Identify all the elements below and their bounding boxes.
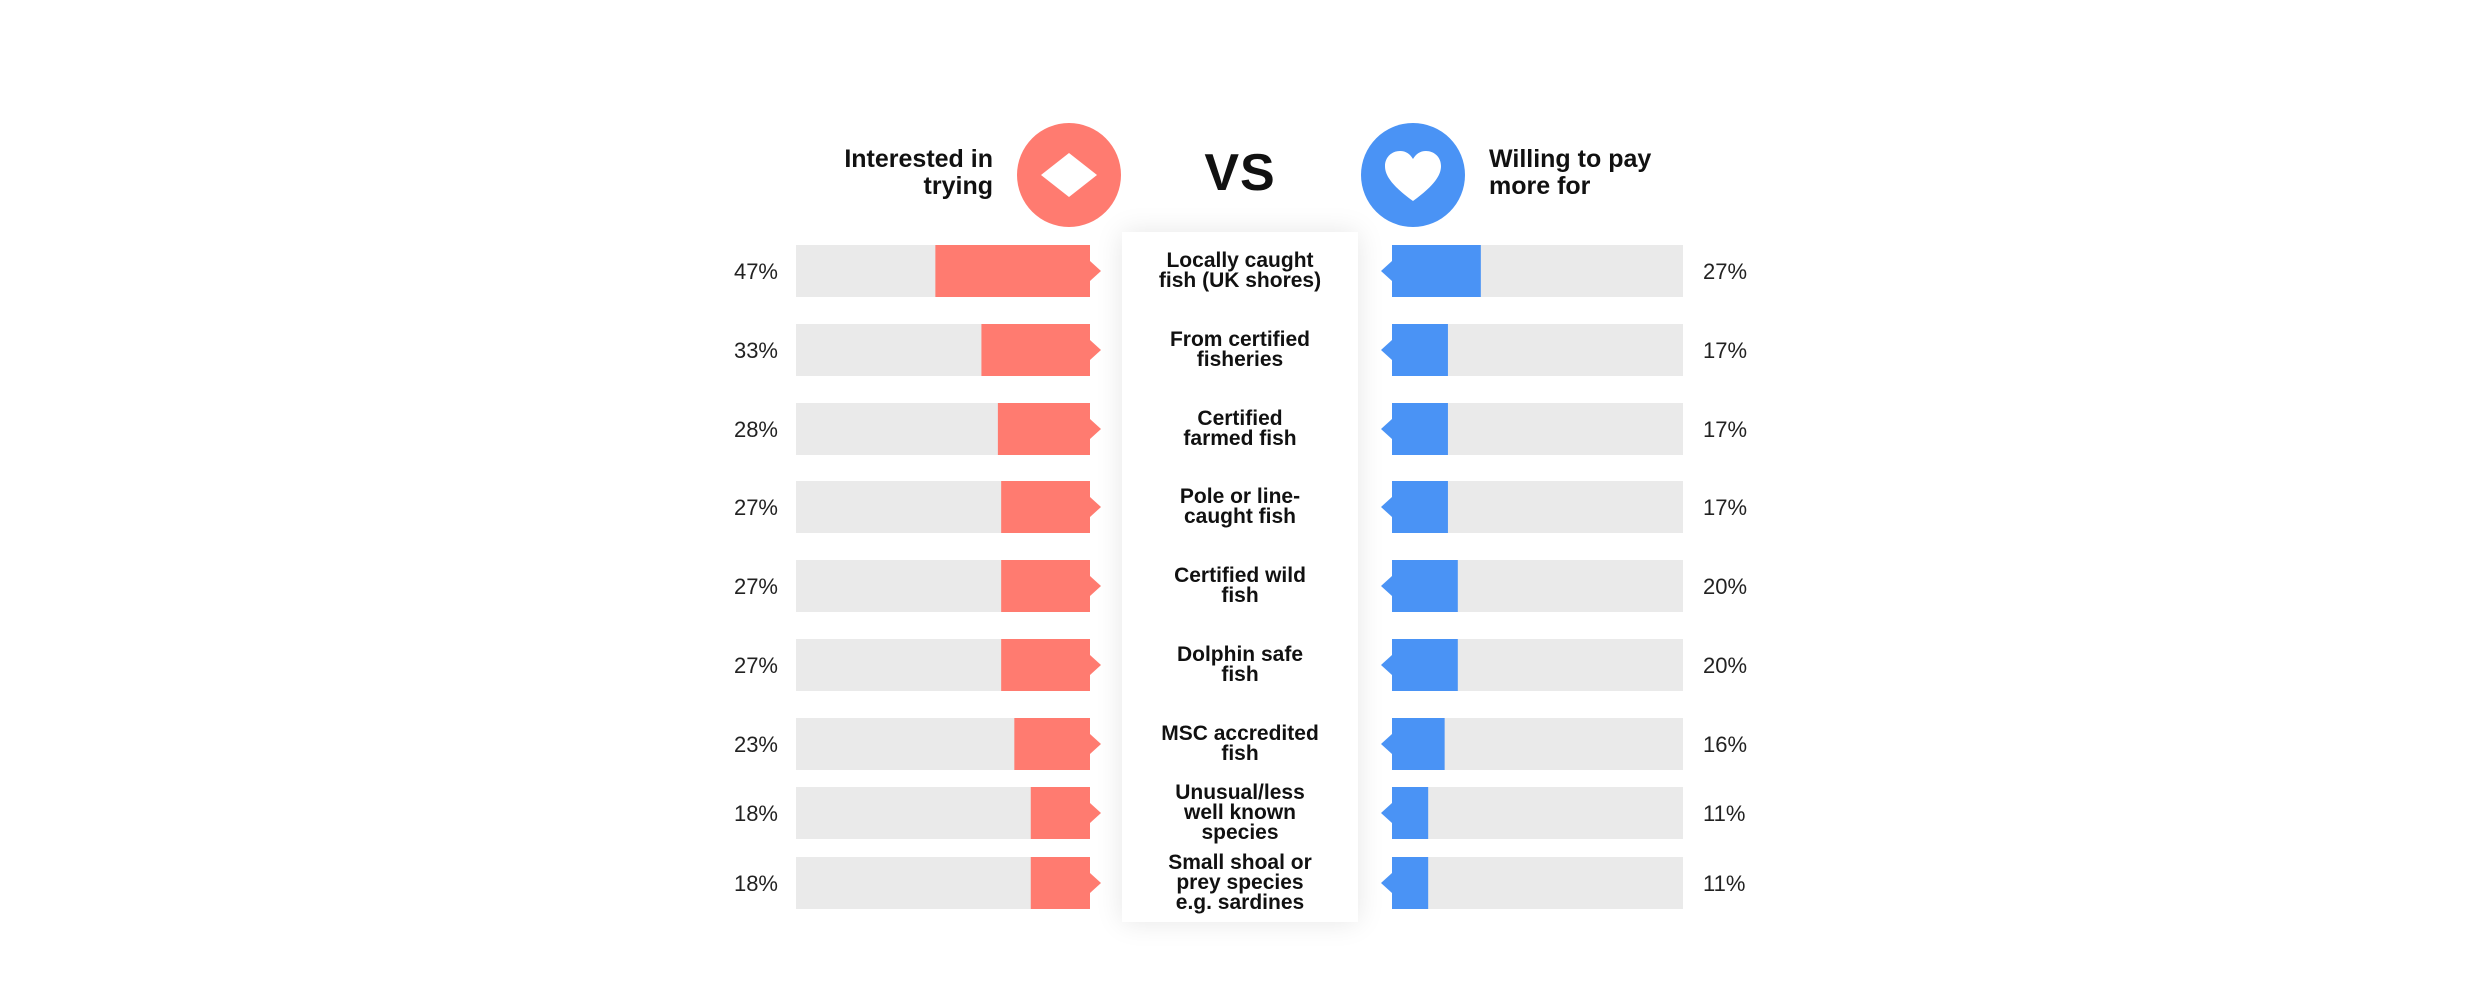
left-bar xyxy=(1001,481,1090,533)
left-value-label: 28% xyxy=(734,417,778,442)
left-value-label: 27% xyxy=(734,653,778,678)
left-bar xyxy=(1001,560,1090,612)
left-bar-pointer xyxy=(1090,340,1101,360)
left-bar xyxy=(1030,787,1090,839)
diamond-icon xyxy=(1041,153,1097,197)
left-bar-pointer xyxy=(1090,734,1101,754)
right-bar xyxy=(1392,718,1445,770)
right-bar xyxy=(1392,324,1448,376)
left-value-label: 33% xyxy=(734,338,778,363)
left-bar-pointer xyxy=(1090,576,1101,596)
right-value-label: 20% xyxy=(1703,574,1747,599)
left-value-label: 27% xyxy=(734,495,778,520)
left-bar xyxy=(1030,857,1090,909)
left-value-label: 47% xyxy=(734,259,778,284)
category-label: Dolphin safe fish xyxy=(1176,643,1303,686)
left-bar xyxy=(1001,639,1090,691)
left-bar-pointer xyxy=(1090,261,1101,281)
heart-icon xyxy=(1385,151,1441,201)
right-value-label: 16% xyxy=(1703,732,1747,757)
right-bar xyxy=(1392,857,1429,909)
right-bar-pointer xyxy=(1381,873,1392,893)
right-bar-pointer xyxy=(1381,655,1392,675)
category-label: Certified farmed fish xyxy=(1183,407,1297,450)
category-label: From certified fisheries xyxy=(1169,328,1311,371)
left-bar-pointer xyxy=(1090,873,1101,893)
right-value-label: 11% xyxy=(1703,871,1745,896)
right-bar xyxy=(1392,481,1448,533)
right-bar xyxy=(1392,245,1481,297)
right-series-title: Willing to pay more for xyxy=(1489,145,1652,200)
left-bar-pointer xyxy=(1090,419,1101,439)
category-label: Small shoal or prey species e.g. sardine… xyxy=(1168,851,1312,914)
right-track xyxy=(1392,857,1683,909)
right-bar xyxy=(1392,787,1429,839)
right-bar-pointer xyxy=(1381,261,1392,281)
category-label: Locally caught fish (UK shores) xyxy=(1158,249,1322,292)
right-value-label: 20% xyxy=(1703,653,1747,678)
right-bar-pointer xyxy=(1381,340,1392,360)
right-bar xyxy=(1392,639,1458,691)
right-value-label: 17% xyxy=(1703,417,1747,442)
right-bar-pointer xyxy=(1381,803,1392,823)
center-category-panel xyxy=(1122,232,1358,922)
category-label: Pole or line- caught fish xyxy=(1179,485,1301,528)
left-value-label: 27% xyxy=(734,574,778,599)
right-series-badge xyxy=(1361,123,1465,227)
right-bar xyxy=(1392,560,1458,612)
left-series-badge xyxy=(1017,123,1121,227)
left-bar xyxy=(1014,718,1090,770)
left-bar-pointer xyxy=(1090,655,1101,675)
left-bar-pointer xyxy=(1090,803,1101,823)
right-bar xyxy=(1392,403,1448,455)
left-value-label: 18% xyxy=(734,871,778,896)
right-value-label: 11% xyxy=(1703,801,1745,826)
left-bar-pointer xyxy=(1090,497,1101,517)
left-series-title: Interested in trying xyxy=(844,145,993,200)
right-bar-pointer xyxy=(1381,734,1392,754)
right-value-label: 17% xyxy=(1703,338,1747,363)
vs-label: VS xyxy=(1204,144,1276,202)
left-value-label: 23% xyxy=(734,732,778,757)
right-bar-pointer xyxy=(1381,497,1392,517)
right-bar-pointer xyxy=(1381,576,1392,596)
right-track xyxy=(1392,787,1683,839)
right-value-label: 17% xyxy=(1703,495,1747,520)
category-label: Certified wild fish xyxy=(1174,564,1306,607)
left-bar xyxy=(997,403,1090,455)
right-bar-pointer xyxy=(1381,419,1392,439)
left-value-label: 18% xyxy=(734,801,778,826)
right-value-label: 27% xyxy=(1703,259,1747,284)
category-label: Unusual/less well known species xyxy=(1175,781,1305,844)
left-bar xyxy=(935,245,1090,297)
left-bar xyxy=(981,324,1090,376)
category-label: MSC accredited fish xyxy=(1161,722,1319,765)
